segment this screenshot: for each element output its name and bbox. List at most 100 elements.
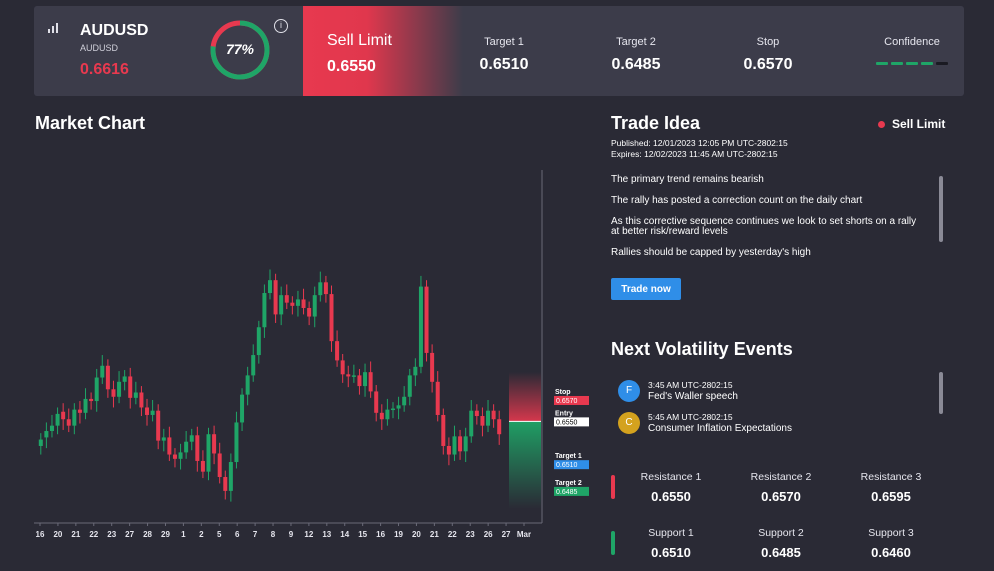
- candle-body: [469, 410, 474, 437]
- candle-body: [38, 439, 43, 446]
- order-type-badge: Sell Limit: [878, 117, 945, 131]
- candle-body: [458, 436, 463, 452]
- event-time: 3:45 AM UTC-2802:15: [648, 380, 733, 390]
- candle-body: [351, 375, 356, 377]
- volatility-scrollbar[interactable]: [939, 372, 943, 414]
- x-tick-label: 9: [289, 530, 294, 539]
- event-letter-icon: F: [618, 380, 640, 402]
- candle-body: [122, 376, 127, 382]
- candle-body: [446, 445, 451, 455]
- support-3-value: 0.6460: [871, 545, 911, 560]
- x-tick-label: 19: [394, 530, 403, 539]
- target-2-label: Target 2: [616, 36, 656, 48]
- candle-body: [441, 414, 446, 446]
- candle-body: [323, 282, 328, 295]
- x-tick-label: 26: [484, 530, 493, 539]
- candle-body: [100, 365, 105, 378]
- candle-body: [435, 381, 440, 415]
- candle-body: [150, 410, 155, 415]
- volatility-title: Next Volatility Events: [611, 339, 793, 359]
- candle-body: [407, 375, 412, 397]
- event-name: Consumer Inflation Expectations: [648, 423, 792, 434]
- target-2-value: 0.6485: [611, 56, 661, 73]
- target-2: Target 2 0.6485: [586, 36, 686, 74]
- candle-body: [279, 295, 284, 315]
- candle-body: [49, 425, 54, 432]
- event-time: 5:45 AM UTC-2802:15: [648, 412, 733, 422]
- expires-date: Expires: 12/02/2023 11:45 AM UTC-2802:15: [611, 149, 778, 159]
- status-dot-icon: [878, 120, 885, 128]
- candle-body: [452, 436, 457, 455]
- candle-body: [256, 327, 261, 356]
- candle-body: [262, 293, 267, 328]
- candle-body: [66, 419, 71, 426]
- symbol-price: 0.6616: [80, 61, 129, 78]
- candle-body: [61, 411, 66, 420]
- candle-body: [463, 436, 468, 452]
- candle-body: [217, 453, 222, 478]
- candle-body: [139, 392, 144, 408]
- support-3-label: Support 3: [868, 527, 914, 539]
- instrument-header: AUDUSD AUDUSD 0.6616 77% i Sell Limit 0.…: [34, 6, 964, 96]
- candle-body: [497, 419, 502, 435]
- x-tick-label: 14: [340, 530, 349, 539]
- candle-body: [89, 398, 94, 402]
- candle-body: [357, 375, 362, 387]
- confidence-meter: [862, 62, 962, 65]
- risk-zone: [509, 371, 541, 422]
- level-tag: [554, 395, 589, 405]
- stop-value: 0.6570: [743, 56, 793, 73]
- candle-body: [474, 410, 479, 417]
- resistance-2-label: Resistance 2: [750, 471, 812, 483]
- confidence-segment: [921, 62, 933, 65]
- bar-chart-icon: [48, 23, 58, 33]
- candle-body: [161, 437, 166, 441]
- x-tick-label: 7: [253, 530, 258, 539]
- x-tick-label: 15: [358, 530, 367, 539]
- order-type-badge-label: Sell Limit: [892, 117, 946, 131]
- level-label: Target 1: [555, 453, 582, 460]
- candle-body: [111, 389, 116, 397]
- candle-body: [251, 355, 256, 376]
- stop-label: Stop: [756, 36, 780, 48]
- candle-body: [396, 405, 401, 409]
- event-letter-icon: C: [618, 412, 640, 434]
- candle-body: [240, 394, 245, 423]
- candle-body: [117, 381, 122, 397]
- resistance-2-value: 0.6570: [761, 489, 801, 504]
- volatility-event[interactable]: C 5:45 AM UTC-2802:15 Consumer Inflation…: [618, 412, 918, 436]
- trade-idea-scrollbar[interactable]: [939, 176, 943, 242]
- candle-body: [105, 365, 110, 390]
- confidence: Confidence: [862, 36, 962, 65]
- resistance-3-value: 0.6595: [871, 489, 911, 504]
- confidence-segment: [876, 62, 888, 65]
- candle-body: [284, 295, 289, 303]
- info-icon[interactable]: i: [274, 19, 288, 33]
- candle-body: [167, 437, 172, 455]
- trade-now-button[interactable]: Trade now: [611, 278, 681, 300]
- x-tick-label: 27: [125, 530, 134, 539]
- candle-body: [245, 375, 250, 395]
- probability-gauge: [210, 20, 270, 80]
- x-tick-label: 23: [466, 530, 475, 539]
- level-value: 0.6550: [556, 419, 578, 426]
- confidence-label: Confidence: [884, 36, 940, 48]
- resistance-1-label: Resistance 1: [640, 471, 702, 483]
- candle-body: [491, 410, 496, 420]
- candle-body: [335, 341, 340, 361]
- candle-body: [368, 372, 373, 392]
- candle-body: [363, 372, 368, 387]
- candle-body: [268, 280, 272, 294]
- target-1-label: Target 1: [484, 36, 524, 48]
- candle-body: [223, 477, 228, 491]
- candle-body: [178, 452, 183, 459]
- candle-body: [402, 396, 407, 406]
- candle-body: [212, 434, 217, 454]
- market-chart[interactable]: Stop 0.6570 Entry 0.6550 Target 1 0.6510 Targe…: [34, 160, 594, 545]
- x-tick-label: 2: [199, 530, 204, 539]
- level-value: 0.6570: [556, 398, 578, 405]
- candle-body: [418, 286, 423, 367]
- volatility-event[interactable]: F 3:45 AM UTC-2802:15 Fed's Waller speec…: [618, 380, 918, 404]
- x-tick-label: 5: [217, 530, 222, 539]
- order-type: Sell Limit: [327, 32, 392, 49]
